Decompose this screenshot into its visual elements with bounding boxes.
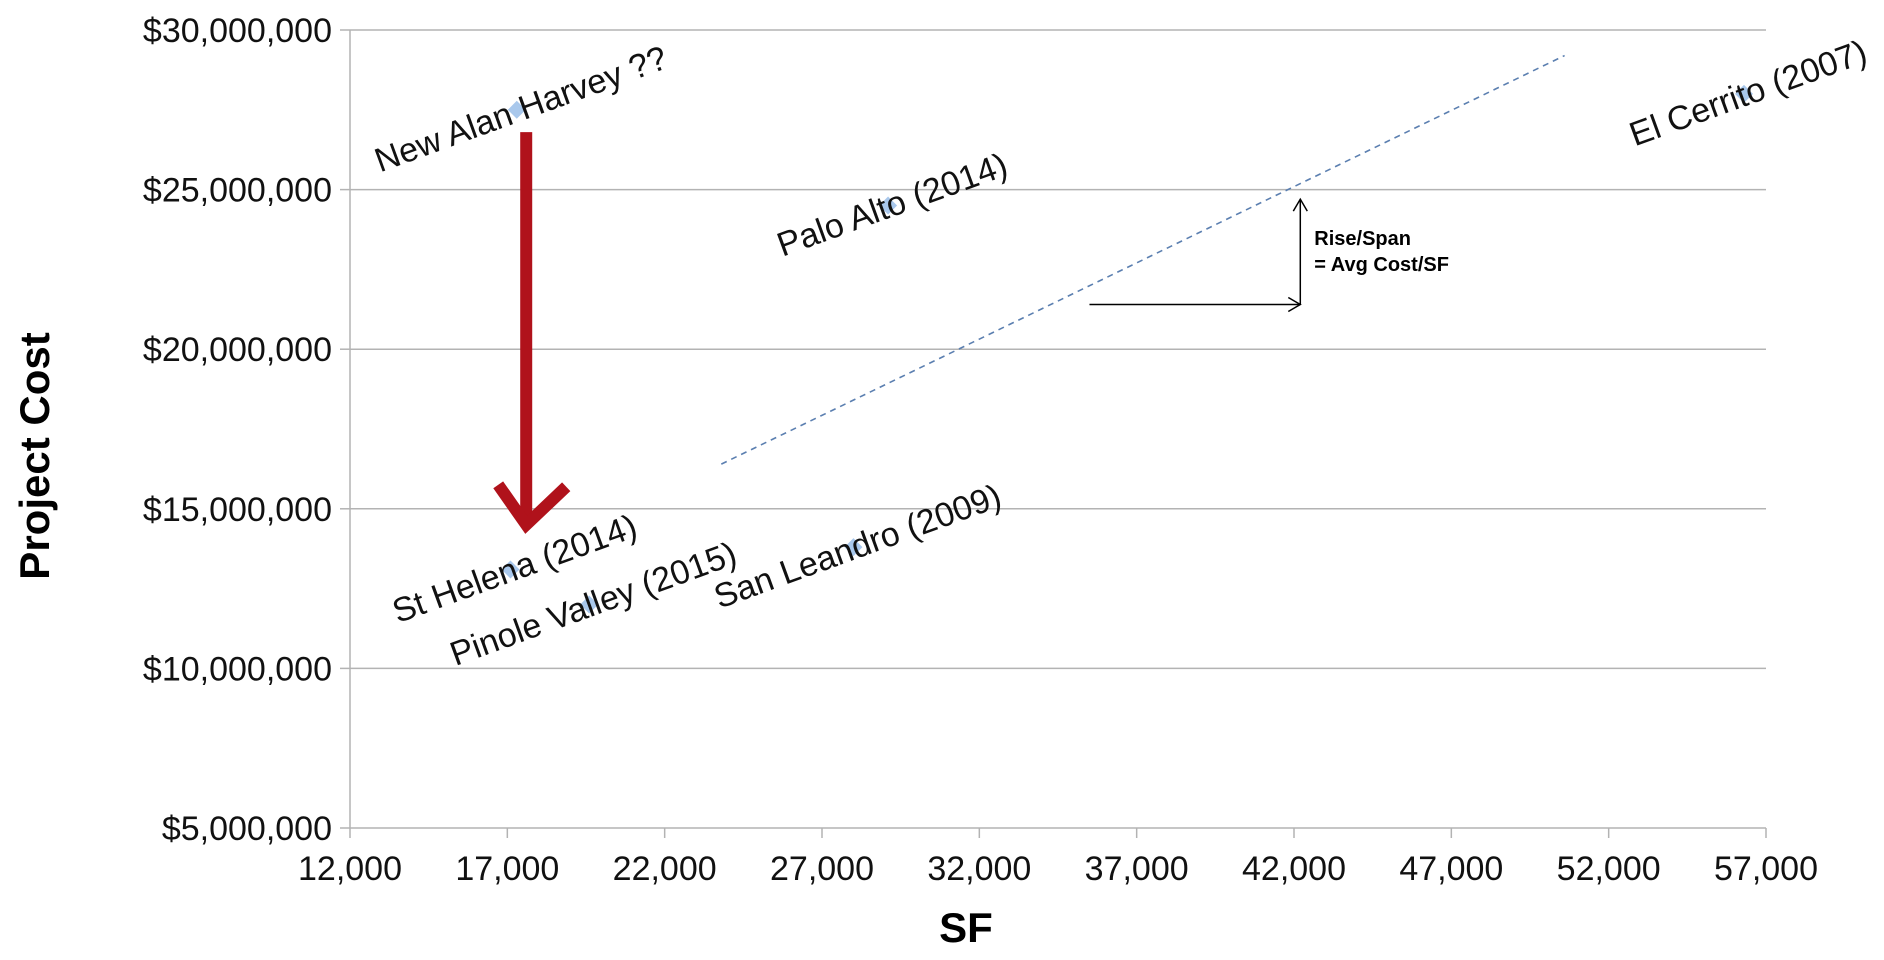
data-point [844,538,863,557]
y-tick-label: $20,000,000 [143,331,332,369]
x-tick-label: 42,000 [1242,850,1346,888]
point-labels: New Alan Harvey ??Palo Alto (2014)El Cer… [370,33,1872,674]
annotation-line2: = Avg Cost/SF [1314,254,1449,276]
annotation-layer: Rise/Span = Avg Cost/SF [1089,197,1449,313]
x-axis-title: SF [939,904,993,951]
y-tick-label: $10,000,000 [143,650,332,688]
data-point [879,196,898,215]
x-tick-label: 47,000 [1399,850,1503,888]
trendline-layer [720,54,1565,465]
axes [340,29,1767,838]
red-arrow-head [493,481,571,534]
x-tick-label: 57,000 [1714,850,1818,888]
x-tick-label: 32,000 [927,850,1031,888]
y-axis-title: Project Cost [11,332,58,579]
annotation-line1: Rise/Span [1314,228,1411,250]
y-tick-label: $25,000,000 [143,172,332,210]
data-point [501,560,520,579]
x-tick-label: 52,000 [1557,850,1661,888]
y-tick-label: $30,000,000 [143,12,332,50]
data-label: San Leandro (2009) [709,477,1006,616]
x-tick-label: 12,000 [298,850,402,888]
data-label: Palo Alto (2014) [772,146,1012,264]
data-points [501,84,1753,614]
y-tick-label: $5,000,000 [162,810,332,848]
arrow-layer [493,132,571,534]
x-tick-label: 37,000 [1085,850,1189,888]
trendline [720,54,1565,465]
grid-lines [350,29,1766,670]
data-point [580,595,599,614]
rise-arrow-head [1292,197,1308,212]
tick-labels: $5,000,000 $10,000,000 $15,000,000 $20,000,… [143,12,1818,888]
data-label: El Cerrito (2007) [1625,33,1872,154]
x-tick-label: 22,000 [613,850,717,888]
y-tick-label: $15,000,000 [143,491,332,529]
data-point [1734,84,1753,103]
x-tick-label: 27,000 [770,850,874,888]
data-point [507,100,526,119]
x-tick-label: 17,000 [455,850,559,888]
